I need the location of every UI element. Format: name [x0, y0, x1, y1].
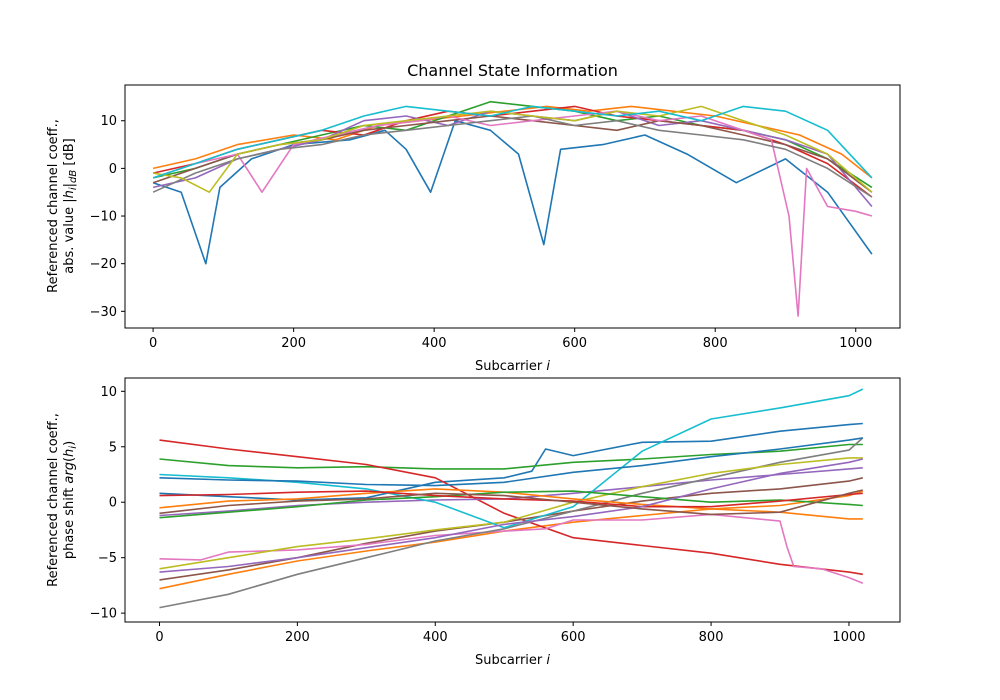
bottom-series-line-7: [159, 513, 864, 584]
top-y-axis-label-line2: abs. value |hi|dB [dB]: [62, 138, 79, 273]
top-series-line-2: [152, 105, 873, 179]
top-y-tick-label: 10: [100, 114, 117, 129]
top-series-line-4: [152, 105, 873, 198]
top-y-tick-label: −20: [90, 257, 117, 272]
top-x-tick-label: 0: [149, 336, 157, 351]
top-x-ticks: 0 200 400 600 800 1000: [149, 328, 872, 351]
bottom-x-tick-label: 800: [699, 630, 724, 645]
top-x-axis-label: Subcarrier i: [475, 359, 550, 374]
bottom-y-tick-label: −5: [98, 551, 117, 566]
bottom-x-tick-label: 200: [285, 630, 310, 645]
top-x-tick-label: 400: [422, 336, 447, 351]
bottom-series-line-16: [159, 489, 863, 516]
top-x-tick-label: 200: [281, 336, 306, 351]
top-subplot: Channel State Information 0 200 400 600 800 1…: [46, 61, 901, 374]
bottom-series-line-1: [159, 422, 863, 501]
bottom-y-tick-label: −10: [90, 607, 117, 622]
bottom-y-axis-label-line1: Referenced channel coeff.,: [46, 413, 61, 587]
bottom-series-line-9: [159, 457, 863, 570]
top-x-tick-label: 600: [562, 336, 587, 351]
top-y-tick-label: −30: [90, 305, 117, 320]
top-axes-frame: [124, 84, 901, 329]
top-series-line-1: [152, 119, 873, 265]
bottom-axes-frame: [124, 377, 901, 623]
top-y-axis-label-line1: Referenced channel coeff.,: [46, 119, 61, 293]
bottom-series-line-4: [159, 439, 863, 576]
bottom-y-axis-label-line2: phase shift arg(hi): [62, 441, 79, 559]
top-series-line-5: [152, 110, 873, 208]
bottom-y-tick-label: 5: [109, 440, 117, 455]
bottom-series-line-12: [159, 488, 864, 510]
bottom-y-axis-label: Referenced channel coeff., phase shift a…: [46, 413, 79, 587]
top-x-tick-label: 800: [703, 336, 728, 351]
bottom-x-tick-label: 600: [561, 630, 586, 645]
chart-title: Channel State Information: [407, 61, 618, 80]
bottom-series-line-15: [159, 458, 863, 573]
top-y-tick-label: 0: [109, 162, 117, 177]
top-series-line-8: [152, 115, 873, 198]
bottom-series-line-14: [159, 490, 863, 508]
top-series-group: [152, 100, 873, 317]
top-series-line-7: [152, 110, 873, 317]
bottom-series-line-8: [159, 437, 864, 609]
bottom-y-tick-label: 10: [100, 385, 117, 400]
top-x-tick-label: 1000: [839, 336, 872, 351]
bottom-x-tick-label: 1000: [832, 630, 865, 645]
bottom-x-axis-label: Subcarrier i: [475, 653, 550, 668]
bottom-subplot: 0 200 400 600 800 1000 −10 −5 0 5 10 Subcarrier i…: [46, 377, 901, 668]
top-series-line-9: [152, 105, 873, 193]
bottom-series-line-3: [159, 443, 863, 470]
top-y-axis-label: Referenced channel coeff., abs. value |h…: [46, 119, 79, 293]
bottom-x-tick-label: 0: [155, 630, 163, 645]
top-y-ticks: −30 −20 −10 0 10: [90, 114, 125, 320]
bottom-y-tick-label: 0: [109, 496, 117, 511]
bottom-x-tick-label: 400: [423, 630, 448, 645]
bottom-series-group: [159, 388, 864, 609]
top-y-tick-label: −10: [90, 210, 117, 225]
bottom-series-line-11: [159, 437, 863, 487]
bottom-x-ticks: 0 200 400 600 800 1000: [155, 622, 866, 645]
bottom-series-line-2: [159, 508, 863, 590]
top-series-line-10: [152, 105, 873, 179]
bottom-y-ticks: −10 −5 0 5 10: [90, 385, 125, 622]
